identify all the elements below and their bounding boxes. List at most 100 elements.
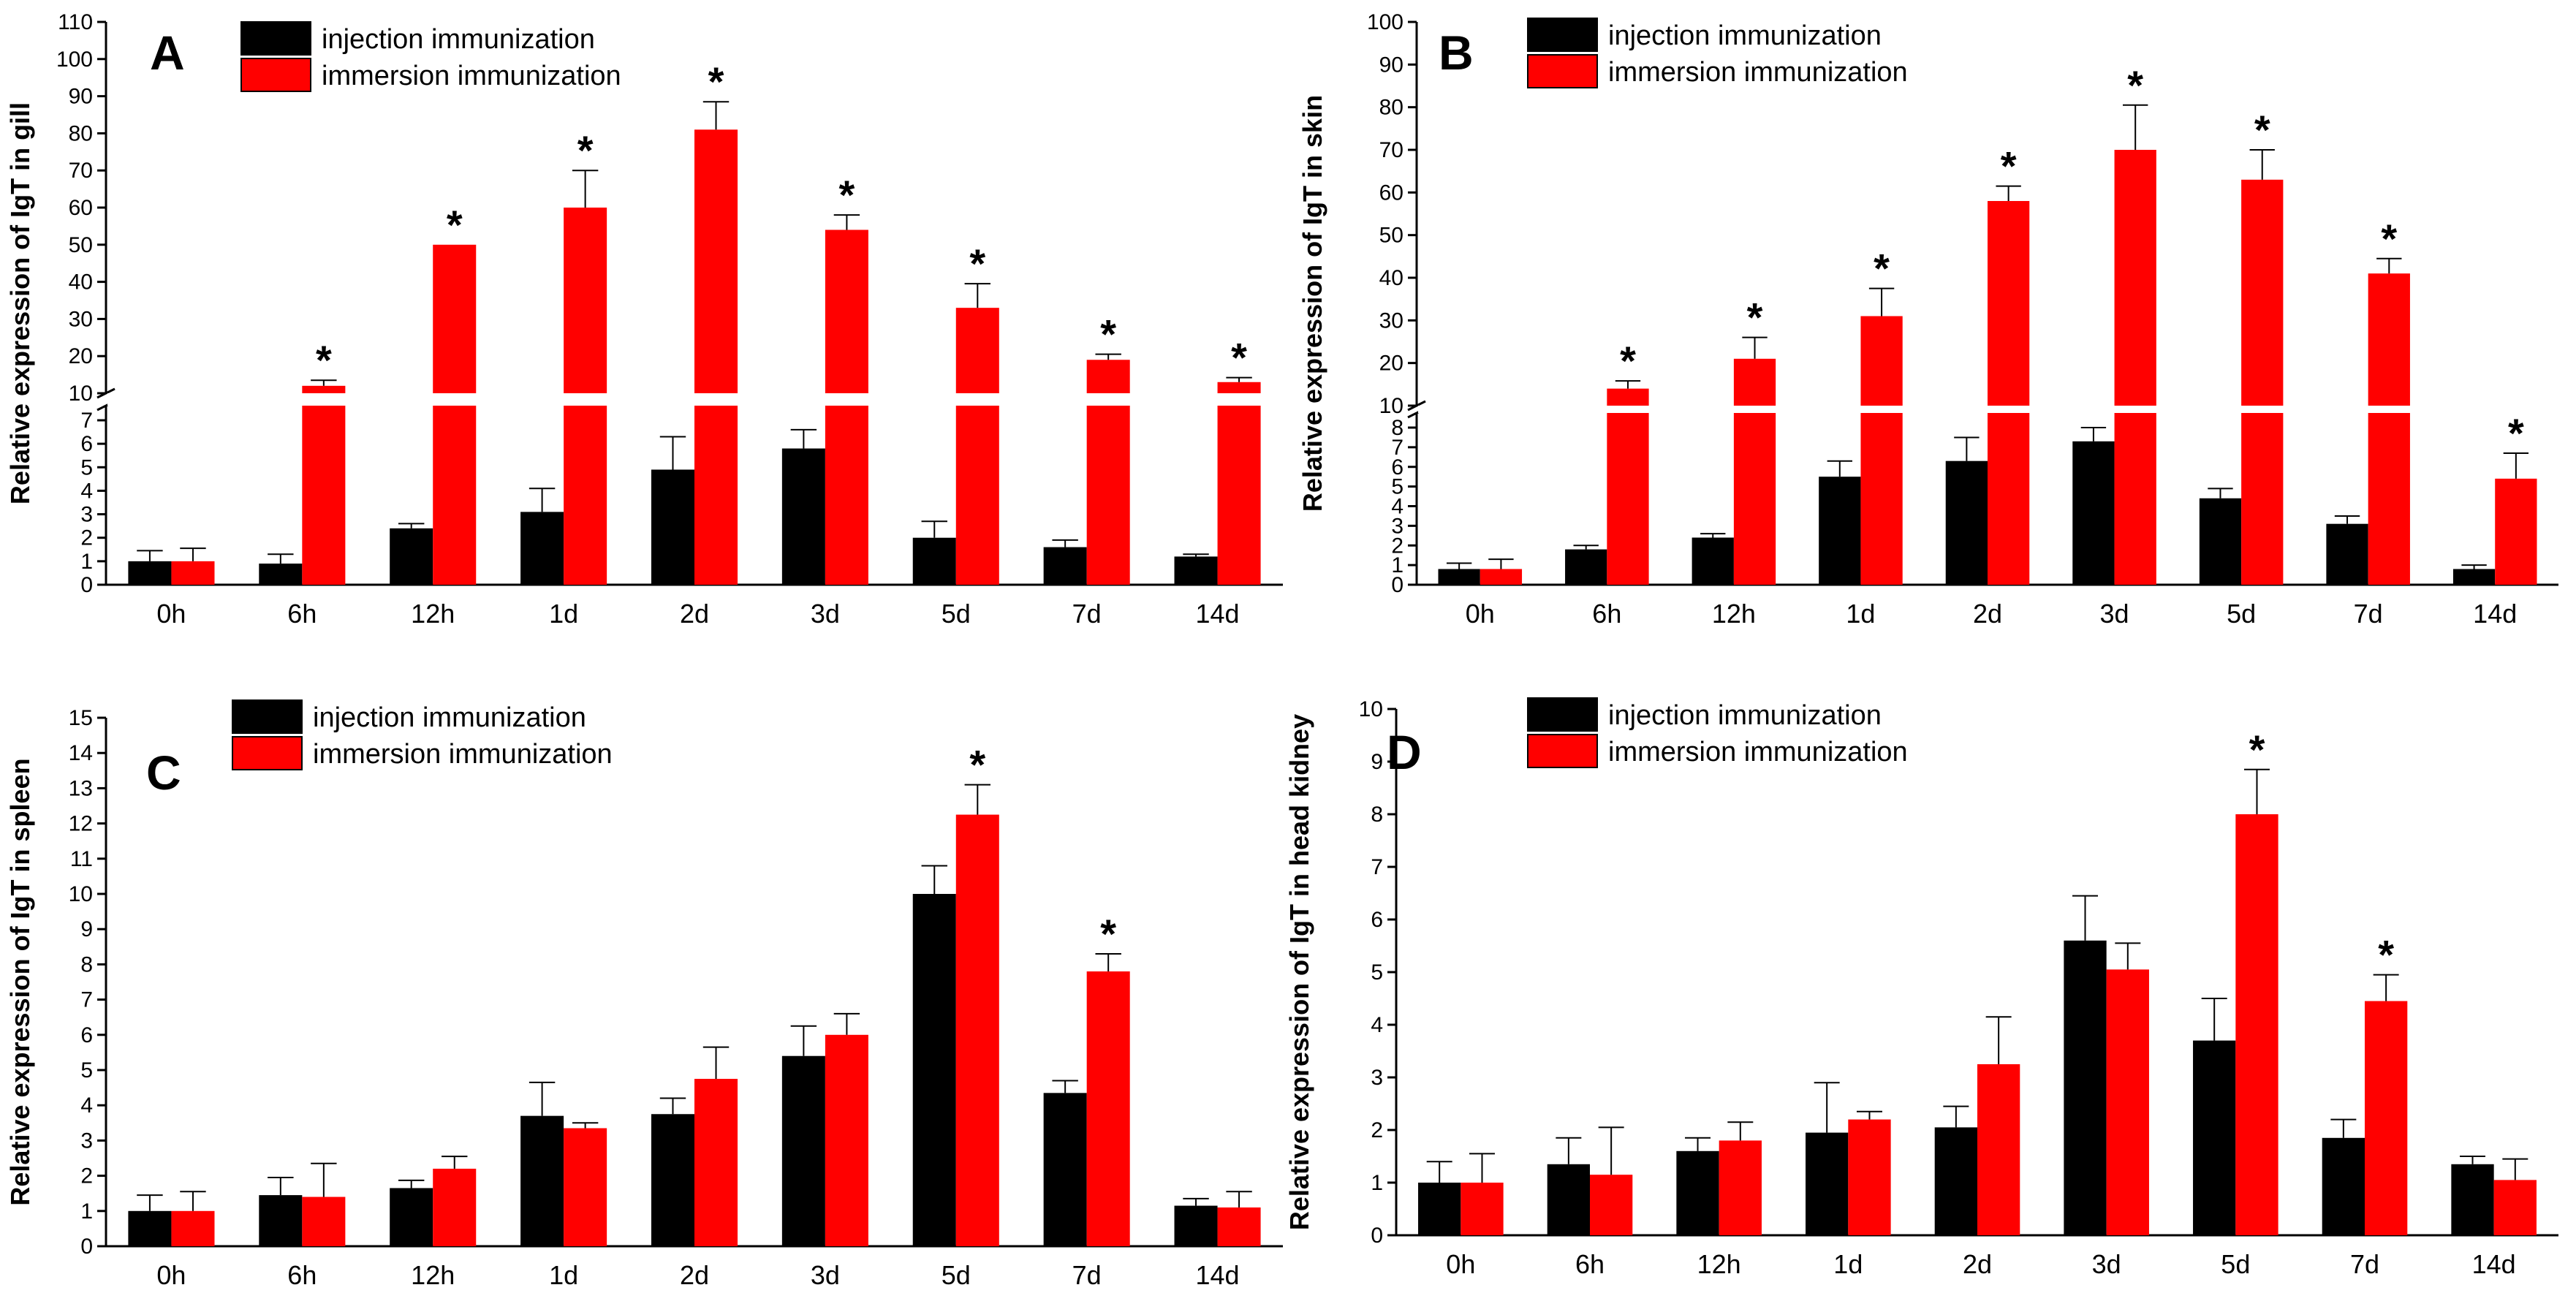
y-tick-label: 13 [69, 776, 93, 800]
bar-immersion [302, 385, 346, 585]
bar-injection [259, 1195, 303, 1246]
bar-immersion [171, 1210, 215, 1246]
y-tick-label: 0 [80, 573, 93, 597]
bar-immersion [2495, 478, 2537, 585]
x-tick-label: 1d [1846, 599, 1875, 629]
x-tick-label: 3d [2092, 1249, 2121, 1279]
bar-injection [1043, 547, 1087, 585]
y-tick-label: 8 [80, 952, 93, 977]
bar-injection [912, 894, 956, 1246]
x-tick-label: 2d [680, 1260, 709, 1290]
bar-immersion [1480, 569, 1523, 585]
significance-marker: * [2508, 410, 2524, 456]
legend-swatch-immersion [1527, 54, 1598, 88]
y-tick-label: 90 [69, 85, 93, 109]
y-axis-label: Relative expression of IgT in head kidne… [1284, 714, 1314, 1230]
x-tick-label: 5d [942, 599, 971, 629]
legend-label-immersion: immersion immunization [1608, 737, 1908, 767]
bar-immersion [302, 1197, 346, 1246]
significance-marker: * [708, 58, 724, 105]
legend-label-immersion: immersion immunization [1608, 57, 1908, 88]
y-tick-label: 3 [1371, 1066, 1383, 1090]
bar-injection [128, 561, 172, 585]
bar-injection [1806, 1132, 1849, 1235]
bar-injection [2326, 523, 2368, 585]
y-tick-label: 1 [1391, 553, 1403, 577]
bar-immersion [694, 129, 738, 585]
y-tick-label: 40 [69, 270, 93, 295]
significance-marker: * [839, 172, 855, 218]
bar-injection [651, 1114, 694, 1246]
bar-injection [259, 564, 303, 585]
bar-immersion [171, 561, 215, 585]
bar-injection [1819, 477, 1861, 585]
x-tick-label: 0h [156, 1260, 186, 1290]
y-tick-label: 70 [69, 159, 93, 183]
y-axis-label: Relative expression of IgT in skin [1298, 95, 1327, 512]
y-tick-label: 30 [69, 307, 93, 331]
y-tick-label: 4 [1371, 1013, 1383, 1037]
bar-injection [1676, 1150, 1719, 1235]
y-tick-label: 10 [69, 382, 93, 406]
bar-immersion [2368, 273, 2410, 585]
y-tick-label: 2 [80, 526, 93, 550]
significance-marker: * [1620, 338, 1636, 384]
bar-injection [1934, 1127, 1977, 1235]
x-tick-label: 6h [287, 1260, 317, 1290]
y-tick-label: 5 [1391, 475, 1403, 499]
y-tick-label: 5 [1371, 960, 1383, 985]
bar-immersion [825, 230, 868, 585]
axis-break-gap [1418, 406, 2560, 413]
bar-injection [2064, 940, 2107, 1235]
y-tick-label: 4 [1391, 495, 1403, 519]
y-tick-label: 2 [80, 1164, 93, 1188]
y-tick-label: 7 [1371, 855, 1383, 879]
legend-label-injection: injection immunization [322, 24, 595, 55]
y-tick-label: 100 [56, 48, 93, 72]
significance-marker: * [969, 240, 985, 287]
y-tick-label: 80 [69, 121, 93, 145]
y-tick-label: 110 [58, 10, 93, 34]
y-tick-label: 7 [80, 988, 93, 1012]
bar-injection [1174, 1205, 1218, 1246]
bar-injection [390, 1188, 433, 1246]
y-tick-label: 50 [69, 233, 93, 257]
bar-immersion [1860, 316, 1903, 585]
bar-immersion [1988, 201, 2030, 585]
x-tick-label: 5d [2221, 1249, 2250, 1279]
x-tick-label: 7d [2354, 599, 2383, 629]
panel-letter: D [1387, 725, 1422, 779]
y-tick-label: 6 [1371, 908, 1383, 932]
x-tick-label: 2d [680, 599, 709, 629]
x-tick-label: 6h [1592, 599, 1621, 629]
bar-injection [2452, 569, 2496, 585]
bar-immersion [825, 1034, 868, 1246]
bar-immersion [955, 814, 999, 1246]
bar-injection [1692, 537, 1734, 585]
bar-immersion [433, 1168, 477, 1246]
significance-marker: * [447, 202, 463, 248]
y-tick-label: 100 [1367, 10, 1403, 34]
axis-break-gap [107, 393, 1284, 406]
bar-injection [2193, 1040, 2236, 1235]
bar-immersion [1590, 1175, 1633, 1235]
significance-marker: * [1231, 335, 1247, 381]
x-tick-label: 3d [811, 599, 840, 629]
x-tick-label: 7d [2350, 1249, 2379, 1279]
legend-label-injection: injection immunization [1608, 700, 1882, 731]
y-tick-label: 4 [80, 479, 93, 503]
panel-letter: C [146, 746, 181, 800]
y-tick-label: 12 [69, 812, 93, 836]
significance-marker: * [1100, 311, 1116, 357]
y-tick-label: 3 [80, 1129, 93, 1153]
y-tick-label: 10 [69, 882, 93, 906]
y-tick-label: 90 [1379, 53, 1403, 77]
y-tick-label: 9 [80, 917, 93, 941]
y-tick-label: 40 [1379, 266, 1403, 290]
bar-immersion [433, 244, 477, 585]
y-tick-label: 50 [1379, 224, 1403, 248]
significance-marker: * [1747, 295, 1763, 341]
